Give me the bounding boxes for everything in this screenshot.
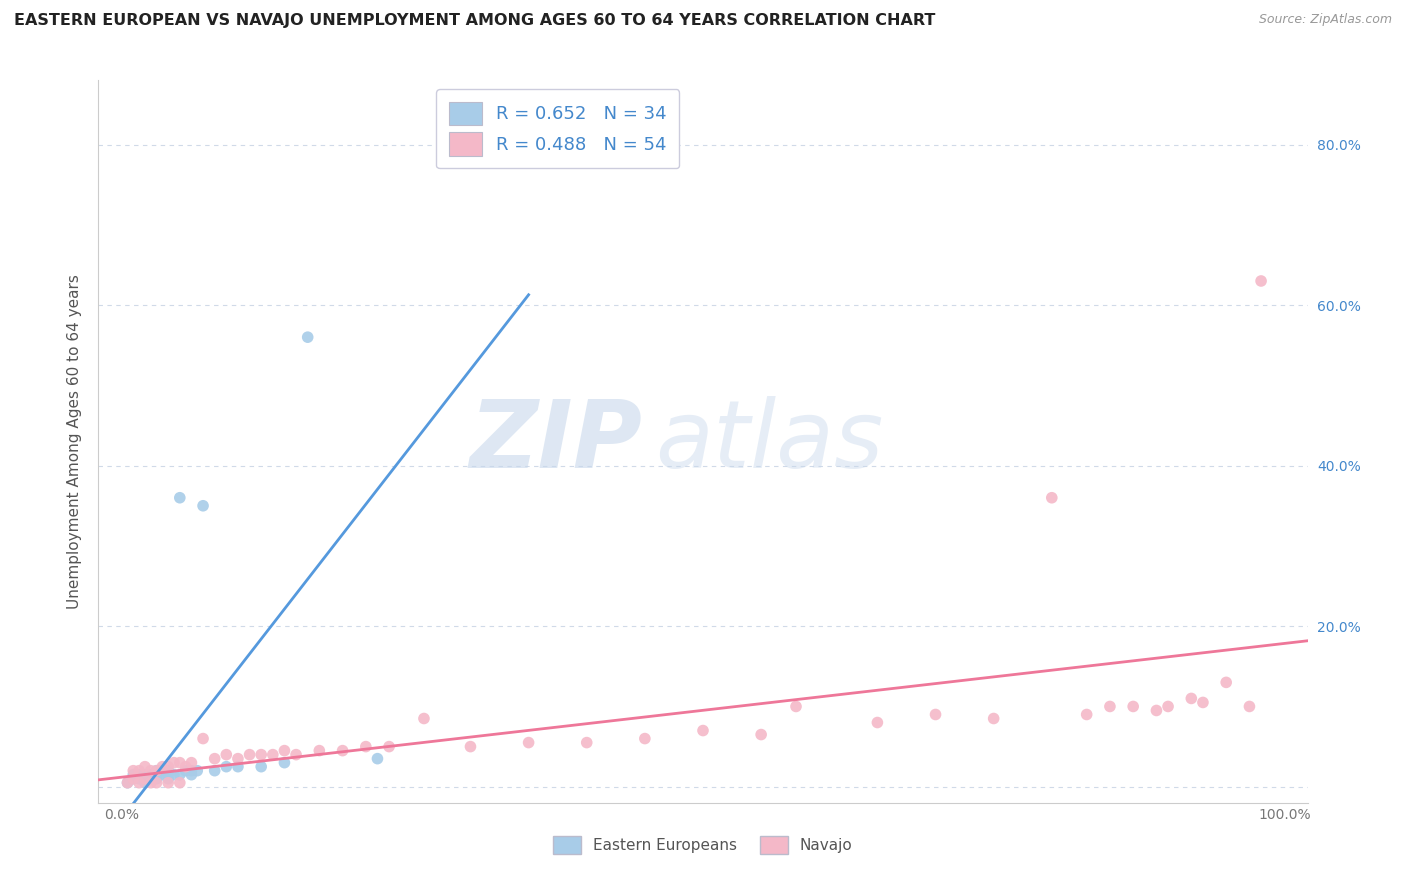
Point — [145, 772, 167, 786]
Point — [1122, 699, 1144, 714]
Text: Source: ZipAtlas.com: Source: ZipAtlas.com — [1258, 13, 1392, 27]
Point — [139, 776, 162, 790]
Point — [157, 767, 180, 781]
Point — [169, 756, 191, 770]
Point — [122, 772, 145, 786]
Point — [134, 772, 156, 786]
Point — [122, 767, 145, 781]
Point — [191, 731, 214, 746]
Point — [157, 764, 180, 778]
Text: ZIP: ZIP — [470, 395, 643, 488]
Point — [139, 764, 162, 778]
Point — [436, 153, 458, 168]
Point — [128, 772, 150, 786]
Point — [134, 760, 156, 774]
Point — [134, 772, 156, 786]
Point — [1250, 274, 1272, 288]
Point — [226, 751, 249, 765]
Point — [634, 731, 657, 746]
Point — [785, 699, 807, 714]
Point — [139, 767, 162, 781]
Point — [150, 764, 173, 778]
Point — [145, 764, 167, 778]
Point — [204, 751, 226, 765]
Point — [204, 764, 226, 778]
Point — [150, 767, 173, 781]
Point — [215, 760, 238, 774]
Point — [749, 728, 772, 742]
Text: EASTERN EUROPEAN VS NAVAJO UNEMPLOYMENT AMONG AGES 60 TO 64 YEARS CORRELATION CH: EASTERN EUROPEAN VS NAVAJO UNEMPLOYMENT … — [14, 13, 935, 29]
Y-axis label: Unemployment Among Ages 60 to 64 years: Unemployment Among Ages 60 to 64 years — [67, 274, 83, 609]
Point — [1215, 675, 1237, 690]
Point — [117, 776, 139, 790]
Point — [174, 764, 197, 778]
Point — [1192, 696, 1215, 710]
Point — [128, 767, 150, 781]
Point — [163, 767, 186, 781]
Point — [250, 760, 273, 774]
Point — [1040, 491, 1063, 505]
Point — [145, 776, 167, 790]
Point — [1076, 707, 1098, 722]
Point — [122, 764, 145, 778]
Text: atlas: atlas — [655, 396, 883, 487]
Point — [117, 776, 139, 790]
Point — [692, 723, 714, 738]
Point — [174, 760, 197, 774]
Point — [180, 764, 202, 778]
Point — [191, 499, 214, 513]
Point — [128, 764, 150, 778]
Point — [150, 760, 173, 774]
Point — [332, 744, 354, 758]
Point — [285, 747, 308, 762]
Point — [924, 707, 946, 722]
Point — [169, 767, 191, 781]
Point — [134, 767, 156, 781]
Point — [250, 747, 273, 762]
Point — [1098, 699, 1121, 714]
Point — [157, 772, 180, 786]
Point — [378, 739, 401, 754]
Legend: Eastern Europeans, Navajo: Eastern Europeans, Navajo — [547, 830, 859, 860]
Point — [517, 735, 540, 749]
Point — [413, 712, 436, 726]
Point — [460, 739, 482, 754]
Point — [262, 747, 284, 762]
Point — [273, 756, 295, 770]
Point — [1157, 699, 1180, 714]
Point — [575, 735, 598, 749]
Point — [180, 756, 202, 770]
Point — [239, 747, 262, 762]
Point — [273, 744, 295, 758]
Point — [169, 491, 191, 505]
Point — [866, 715, 889, 730]
Point — [180, 767, 202, 781]
Point — [157, 760, 180, 774]
Point — [186, 764, 208, 778]
Point — [354, 739, 377, 754]
Point — [1239, 699, 1261, 714]
Point — [226, 760, 249, 774]
Point — [145, 764, 167, 778]
Point — [983, 712, 1005, 726]
Point — [297, 330, 319, 344]
Point — [308, 744, 330, 758]
Point — [145, 767, 167, 781]
Point — [215, 747, 238, 762]
Point — [163, 756, 186, 770]
Point — [157, 776, 180, 790]
Point — [134, 776, 156, 790]
Point — [1180, 691, 1202, 706]
Point — [169, 776, 191, 790]
Point — [122, 772, 145, 786]
Point — [139, 772, 162, 786]
Point — [366, 751, 388, 765]
Point — [1144, 703, 1167, 717]
Point — [128, 776, 150, 790]
